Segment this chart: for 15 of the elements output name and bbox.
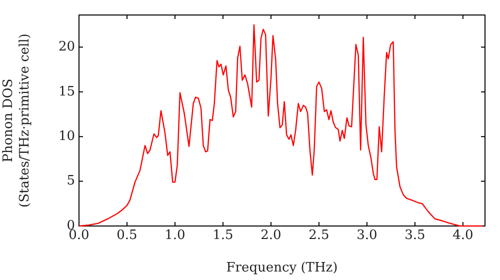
x-tick-label: 0.5 (116, 228, 138, 244)
x-tick-label: 1.5 (212, 228, 234, 244)
y-tick-label: 20 (58, 40, 75, 55)
x-tick-label: 1.0 (164, 228, 186, 244)
x-tick-label: 3.5 (404, 228, 426, 244)
x-tick-label: 2.5 (308, 228, 330, 244)
y-tick-label: 15 (58, 84, 75, 100)
x-tick-label: 4.0 (452, 228, 474, 244)
x-tick-label: 2.0 (260, 228, 282, 244)
x-tick-label: 3.0 (356, 228, 378, 244)
x-tick-label: 0.0 (68, 228, 90, 244)
y-axis-title: Phonon DOS (States/THz·primitive cell) (0, 33, 33, 208)
x-axis-title: Frequency (THz) (226, 260, 338, 276)
y-tick-label: 5 (66, 174, 75, 189)
y-tick-label: 10 (58, 128, 75, 144)
